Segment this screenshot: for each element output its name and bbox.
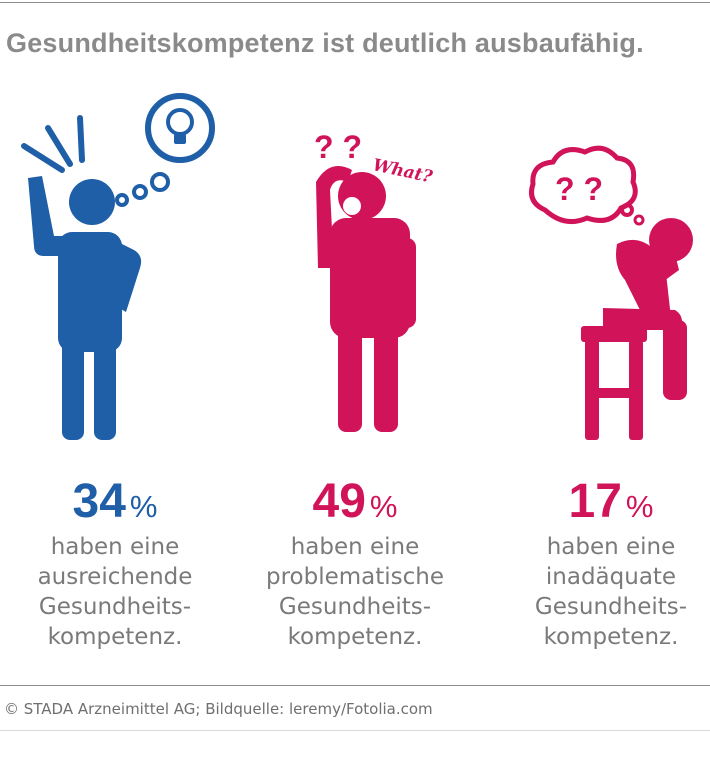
group-2: 49% haben eine problematische Gesundheit… <box>225 476 485 652</box>
group-2-description: haben eine problematische Gesundheits- k… <box>265 534 445 650</box>
group-3-percent: 17% <box>568 475 654 528</box>
group-1-description: haben eine ausreichende Gesundheits- kom… <box>37 534 193 650</box>
person-lightbulb-icon <box>21 93 215 440</box>
image-credit: © STADA Arzneimittel AG; Bildquelle: ler… <box>4 700 433 718</box>
group-2-percent: 49% <box>312 475 398 528</box>
page-title: Gesundheitskompetenz ist deutlich ausbau… <box>6 28 644 58</box>
group-1-percent: 34% <box>72 475 158 528</box>
group-1: 34% haben eine ausreichende Gesundheits-… <box>0 476 245 652</box>
question-marks-text: ? ? <box>314 129 362 165</box>
person-confused-icon: ? ? What? <box>314 129 435 432</box>
group-3: 17% haben eine inadäquate Gesundheits- k… <box>481 476 710 652</box>
cloud-question-marks-text: ? ? <box>555 171 603 207</box>
person-on-stool-icon: ? ? <box>529 145 693 440</box>
footer-rule <box>0 730 710 731</box>
group-3-description: haben eine inadäquate Gesundheits- kompe… <box>534 534 688 650</box>
top-rule <box>0 2 710 3</box>
bottom-rule <box>0 685 710 686</box>
